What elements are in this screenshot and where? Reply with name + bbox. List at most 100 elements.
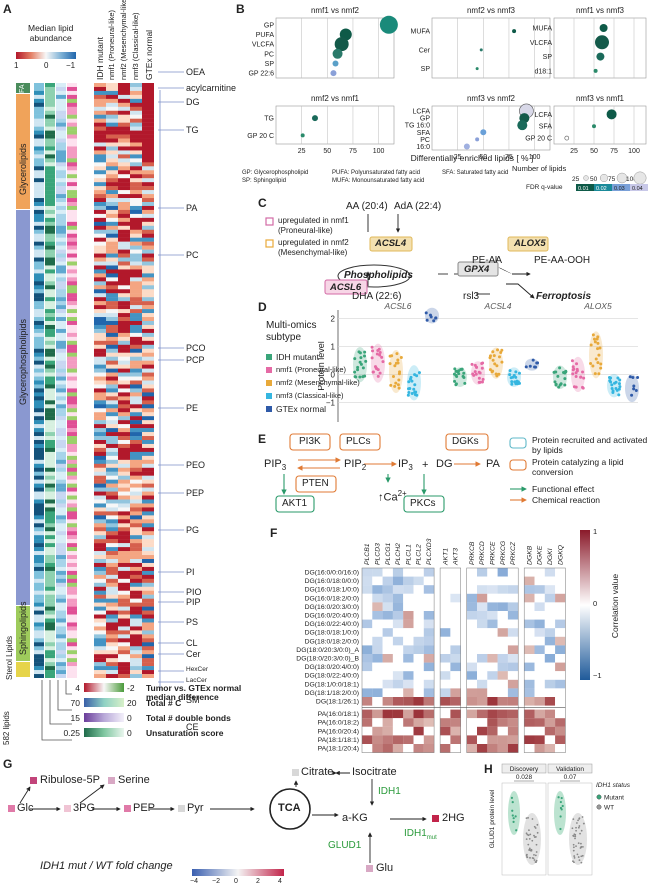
annotation-cell <box>34 523 44 528</box>
correlation-cell <box>507 602 519 611</box>
heatmap-cell <box>118 130 130 135</box>
legend-catalyzing: Protein catalyzing a lipid conversion <box>532 457 624 477</box>
correlation-cell <box>466 671 477 680</box>
annotation-cell <box>56 586 66 591</box>
heatmap-cell <box>94 408 106 413</box>
heatmap-cell <box>94 594 106 599</box>
annotation-cell <box>45 344 55 349</box>
annotation-cell <box>67 582 77 587</box>
heatmap-cell <box>130 221 142 226</box>
correlation-cell <box>466 688 477 697</box>
point-wt <box>536 831 539 834</box>
annotation-cell <box>34 376 44 381</box>
correlation-cell <box>382 619 393 629</box>
annotation-cell <box>34 598 44 603</box>
correlation-cell <box>477 744 488 753</box>
correlation-cell <box>440 619 451 629</box>
heatmap-cell <box>130 237 142 242</box>
correlation-cell <box>477 718 488 727</box>
heatmap-cell <box>142 241 154 246</box>
annotation-cell <box>67 531 77 536</box>
annotation-cell <box>67 475 77 480</box>
annotation-cell <box>45 372 55 377</box>
heatmap-cell <box>106 380 118 385</box>
heatmap-cell <box>94 440 106 445</box>
heatmap-cell <box>94 467 106 472</box>
heatmap-cell <box>130 186 142 191</box>
heatmap-cell <box>130 154 142 159</box>
point-wt <box>572 818 575 821</box>
data-point <box>481 377 485 381</box>
heatmap-cell <box>118 372 130 377</box>
annotation-cell <box>34 420 44 425</box>
correlation-cell <box>555 709 566 719</box>
annotation-cell <box>67 273 77 278</box>
heatmap-cell <box>118 392 130 397</box>
annotation-cell <box>67 110 77 115</box>
annotation-cell <box>45 376 55 381</box>
annotation-cell <box>56 531 66 536</box>
annotation-cell <box>45 170 55 175</box>
heatmap-cell <box>118 134 130 139</box>
legend-low: 4 <box>75 683 80 693</box>
data-point <box>591 333 595 337</box>
subtype-legend-swatch <box>266 354 272 360</box>
annotation-cell <box>56 547 66 552</box>
correlation-cell <box>362 611 373 620</box>
correlation-cell <box>423 636 435 646</box>
heatmap-cell <box>142 622 154 627</box>
correlation-cell <box>534 611 545 620</box>
heatmap-cell <box>118 205 130 211</box>
heatmap-cell <box>106 154 118 159</box>
point-wt <box>576 853 579 856</box>
heatmap-cell <box>94 519 106 524</box>
point-wt <box>575 845 577 848</box>
node-pten: PTEN <box>302 478 329 489</box>
data-point <box>480 362 484 366</box>
correlation-cell <box>413 645 424 654</box>
heatmap-cell <box>106 340 118 345</box>
row-label: DG(16:0/0:0/16:0) <box>305 570 359 577</box>
point-wt <box>574 833 577 836</box>
correlation-cell <box>487 709 498 719</box>
heatmap-cell <box>142 130 154 135</box>
heatmap-cell <box>106 297 118 302</box>
data-point <box>425 318 429 322</box>
class-bar-sterol <box>16 662 30 677</box>
heatmap-cell <box>130 360 142 365</box>
correlation-cell <box>362 645 373 654</box>
node-pe-aa: PE-AA <box>472 255 503 266</box>
annotation-cell <box>45 428 55 433</box>
annotation-cell <box>45 162 55 167</box>
heatmap-cell <box>142 650 154 655</box>
heatmap-cell <box>106 590 118 595</box>
heatmap-cell <box>142 142 154 147</box>
annotation-cell <box>56 519 66 524</box>
heatmap-cell <box>118 122 130 127</box>
annotation-cell <box>67 471 77 476</box>
annotation-cell <box>34 634 44 639</box>
heatmap-cell <box>130 352 142 357</box>
heatmap-cell <box>106 190 118 195</box>
annotation-cell <box>56 622 66 627</box>
heatmap-cell <box>94 209 106 215</box>
data-point <box>453 367 457 371</box>
heatmap-cell <box>118 535 130 540</box>
heatmap-cell <box>142 495 154 500</box>
annotation-cell <box>45 277 55 282</box>
correlation-cell <box>487 585 498 594</box>
annotation-cell <box>67 392 77 397</box>
heatmap-cell <box>106 265 118 270</box>
heatmap-cell <box>142 86 154 92</box>
annotation-cell <box>34 83 44 88</box>
annotation-cell <box>34 566 44 572</box>
correlation-cell <box>423 611 435 620</box>
heatmap-cell <box>130 436 142 441</box>
annotation-cell <box>45 384 55 389</box>
heatmap-cell <box>142 217 154 223</box>
annotation-cell <box>56 420 66 425</box>
heatmap-cell <box>106 475 118 480</box>
annotation-cell <box>45 368 55 373</box>
correlation-cell <box>392 611 404 620</box>
annotation-cell <box>56 83 66 88</box>
